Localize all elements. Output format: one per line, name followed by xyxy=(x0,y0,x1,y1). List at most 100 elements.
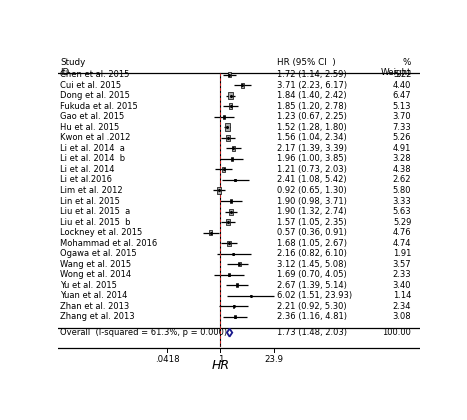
Text: 5.80: 5.80 xyxy=(393,186,411,195)
Text: 3.70: 3.70 xyxy=(393,112,411,121)
Text: .0418: .0418 xyxy=(155,355,179,364)
Bar xyxy=(234,178,236,181)
Text: 3.40: 3.40 xyxy=(393,281,411,290)
Bar xyxy=(241,83,244,87)
Bar xyxy=(234,315,236,318)
Text: Mohammad et al. 2016: Mohammad et al. 2016 xyxy=(60,239,157,248)
Text: 1.96 (1.00, 3.85): 1.96 (1.00, 3.85) xyxy=(277,155,347,163)
Text: HR: HR xyxy=(212,359,229,372)
Bar xyxy=(238,262,241,266)
Text: 5.29: 5.29 xyxy=(393,218,411,226)
Text: 5.26: 5.26 xyxy=(393,133,411,142)
Text: 1: 1 xyxy=(218,355,223,364)
Text: 23.9: 23.9 xyxy=(264,355,283,364)
Bar xyxy=(231,157,233,161)
Bar xyxy=(222,167,225,172)
Bar xyxy=(226,219,230,225)
Bar xyxy=(232,146,235,151)
Text: 4.38: 4.38 xyxy=(393,165,411,174)
Text: Yuan et al. 2014: Yuan et al. 2014 xyxy=(60,291,127,300)
Text: Cui et al. 2015: Cui et al. 2015 xyxy=(60,81,121,90)
Text: 0.92 (0.65, 1.30): 0.92 (0.65, 1.30) xyxy=(277,186,347,195)
Bar xyxy=(228,273,230,276)
Text: 4.74: 4.74 xyxy=(393,239,411,248)
Text: 2.67 (1.39, 5.14): 2.67 (1.39, 5.14) xyxy=(277,281,347,290)
Text: Lin et al. 2015: Lin et al. 2015 xyxy=(60,197,120,205)
Text: 2.16 (0.82, 6.10): 2.16 (0.82, 6.10) xyxy=(277,249,347,258)
Text: 1.68 (1.05, 2.67): 1.68 (1.05, 2.67) xyxy=(277,239,347,248)
Text: 2.21 (0.92, 5.30): 2.21 (0.92, 5.30) xyxy=(277,302,347,311)
Text: Li et al. 2014  a: Li et al. 2014 a xyxy=(60,144,125,153)
Text: Liu et al. 2015  a: Liu et al. 2015 a xyxy=(60,207,130,216)
Text: 100.00: 100.00 xyxy=(382,328,411,337)
Text: 1.90 (0.98, 3.71): 1.90 (0.98, 3.71) xyxy=(277,197,347,205)
Text: 1.56 (1.04, 2.34): 1.56 (1.04, 2.34) xyxy=(277,133,347,142)
Bar xyxy=(227,241,231,246)
Text: 3.28: 3.28 xyxy=(393,155,411,163)
Text: 2.41 (1.08, 5.42): 2.41 (1.08, 5.42) xyxy=(277,176,347,184)
Text: Li et al.2016: Li et al.2016 xyxy=(60,176,112,184)
Text: 5.13: 5.13 xyxy=(393,102,411,111)
Text: 3.08: 3.08 xyxy=(393,312,411,321)
Text: 1.52 (1.28, 1.80): 1.52 (1.28, 1.80) xyxy=(277,123,347,132)
Text: 4.40: 4.40 xyxy=(393,81,411,90)
Text: Weight: Weight xyxy=(381,68,411,76)
Text: 1.57 (1.05, 2.35): 1.57 (1.05, 2.35) xyxy=(277,218,347,226)
Bar xyxy=(230,199,232,203)
Text: 3.12 (1.45, 5.08): 3.12 (1.45, 5.08) xyxy=(277,260,347,269)
Text: 1.90 (1.32, 2.74): 1.90 (1.32, 2.74) xyxy=(277,207,347,216)
Text: 1.72 (1.14, 2.59): 1.72 (1.14, 2.59) xyxy=(277,70,347,79)
Text: Study: Study xyxy=(60,58,85,68)
Text: 1.73 (1.48, 2.03): 1.73 (1.48, 2.03) xyxy=(277,328,347,337)
Polygon shape xyxy=(227,328,232,336)
Text: 2.36 (1.16, 4.81): 2.36 (1.16, 4.81) xyxy=(277,312,347,321)
Text: %: % xyxy=(403,58,411,68)
Text: Overall  (I-squared = 61.3%, p = 0.000): Overall (I-squared = 61.3%, p = 0.000) xyxy=(60,328,227,337)
Text: Liu et al. 2015  b: Liu et al. 2015 b xyxy=(60,218,131,226)
Text: Fukuda et al. 2015: Fukuda et al. 2015 xyxy=(60,102,138,111)
Text: Lim et al. 2012: Lim et al. 2012 xyxy=(60,186,123,195)
Bar xyxy=(228,92,233,99)
Text: 3.33: 3.33 xyxy=(392,197,411,205)
Text: Lockney et al. 2015: Lockney et al. 2015 xyxy=(60,228,142,237)
Text: Zhang et al. 2013: Zhang et al. 2013 xyxy=(60,312,135,321)
Bar xyxy=(226,135,230,141)
Bar xyxy=(233,252,234,255)
Text: 5.22: 5.22 xyxy=(393,70,411,79)
Bar xyxy=(223,115,225,119)
Text: Kwon et al .2012: Kwon et al .2012 xyxy=(60,133,131,142)
Text: Li et al. 2014: Li et al. 2014 xyxy=(60,165,115,174)
Bar xyxy=(250,295,251,297)
Text: Dong et al. 2015: Dong et al. 2015 xyxy=(60,91,130,100)
Text: 2.62: 2.62 xyxy=(393,176,411,184)
Text: Ogawa et al. 2015: Ogawa et al. 2015 xyxy=(60,249,137,258)
Text: 1.69 (0.70, 4.05): 1.69 (0.70, 4.05) xyxy=(277,270,347,279)
Text: Gao et al. 2015: Gao et al. 2015 xyxy=(60,112,124,121)
Text: Wang et al. 2015: Wang et al. 2015 xyxy=(60,260,131,269)
Text: 2.17 (1.39, 3.39): 2.17 (1.39, 3.39) xyxy=(277,144,347,153)
Text: HR (95% CI  ): HR (95% CI ) xyxy=(277,58,336,68)
Text: 1.23 (0.67, 2.25): 1.23 (0.67, 2.25) xyxy=(277,112,347,121)
Text: 0.57 (0.36, 0.91): 0.57 (0.36, 0.91) xyxy=(277,228,347,237)
Text: Chen et al. 2015: Chen et al. 2015 xyxy=(60,70,129,79)
Text: 2.34: 2.34 xyxy=(393,302,411,311)
Text: Hu et al. 2015: Hu et al. 2015 xyxy=(60,123,120,132)
Bar xyxy=(229,103,233,109)
Text: 1.14: 1.14 xyxy=(393,291,411,300)
Text: 1.84 (1.40, 2.42): 1.84 (1.40, 2.42) xyxy=(277,91,347,100)
Bar xyxy=(225,123,230,131)
Text: 6.02 (1.51, 23.93): 6.02 (1.51, 23.93) xyxy=(277,291,353,300)
Bar xyxy=(209,230,212,235)
Bar xyxy=(236,284,238,287)
Text: ID: ID xyxy=(60,68,70,76)
Bar xyxy=(229,208,233,215)
Text: Wong et al. 2014: Wong et al. 2014 xyxy=(60,270,131,279)
Text: 3.57: 3.57 xyxy=(393,260,411,269)
Text: 1.85 (1.20, 2.78): 1.85 (1.20, 2.78) xyxy=(277,102,347,111)
Text: 1.91: 1.91 xyxy=(393,249,411,258)
Text: 1.21 (0.73, 2.03): 1.21 (0.73, 2.03) xyxy=(277,165,347,174)
Text: 4.76: 4.76 xyxy=(393,228,411,237)
Text: 4.91: 4.91 xyxy=(393,144,411,153)
Bar xyxy=(233,305,234,307)
Text: 2.33: 2.33 xyxy=(393,270,411,279)
